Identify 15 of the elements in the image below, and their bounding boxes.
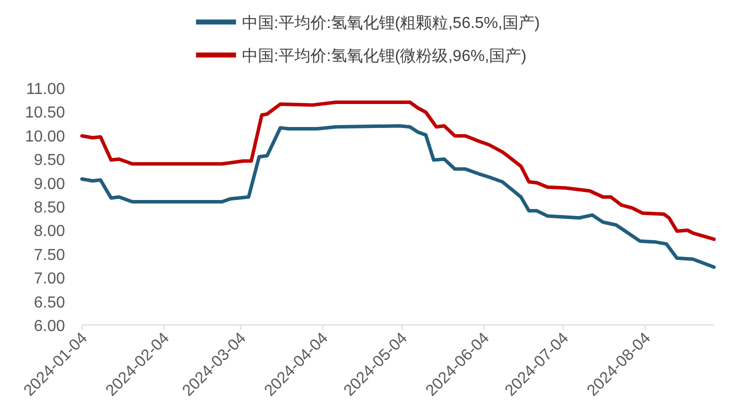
y-tick-label: 10.50: [24, 104, 66, 122]
y-tick-label: 6.50: [34, 294, 66, 312]
legend-label: 中国:平均价:氢氧化锂(微粉级,96%,国产): [242, 47, 526, 65]
y-tick-label: 7.50: [34, 246, 66, 264]
y-tick-label: 8.00: [34, 223, 66, 240]
y-tick-label: 7.00: [34, 270, 66, 288]
line-series: [80, 124, 716, 269]
y-tick-label: 8.50: [34, 200, 66, 216]
y-tick-label: 6.00: [34, 318, 66, 335]
y-tick-label: 10.00: [24, 128, 66, 146]
y-tick-label: 9.00: [34, 176, 66, 193]
y-tick-label: 9.50: [34, 152, 66, 170]
line-series: [80, 100, 716, 241]
y-tick-label: 11.00: [26, 81, 66, 98]
legend-label: 中国:平均价:氢氧化锂(粗颗粒,56.5%,国产): [242, 14, 540, 32]
